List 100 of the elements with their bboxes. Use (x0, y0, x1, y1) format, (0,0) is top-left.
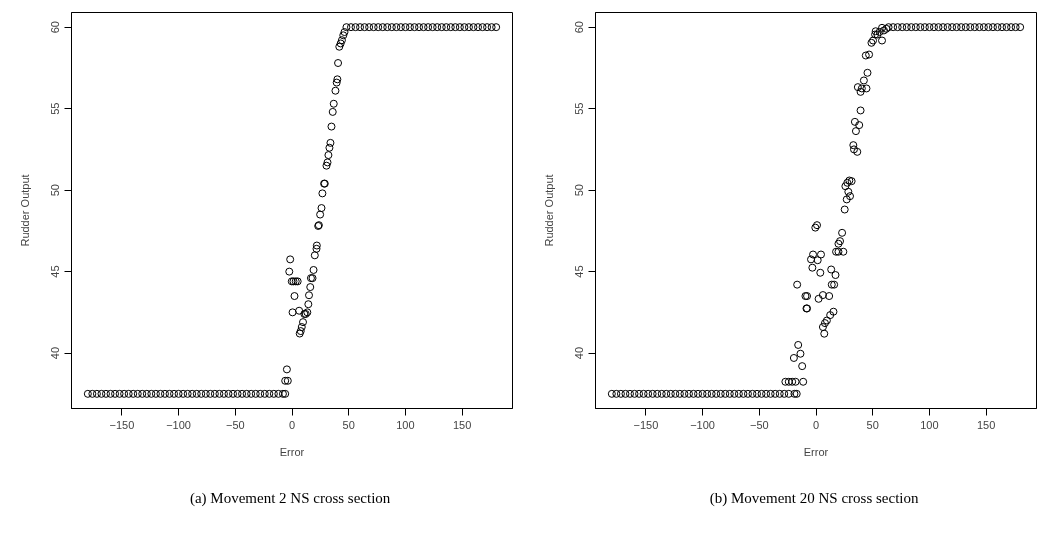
point (115, 389, 124, 398)
point (410, 23, 419, 32)
point (306, 283, 315, 292)
point (282, 365, 291, 374)
point (464, 23, 473, 32)
point (326, 138, 335, 147)
point (383, 23, 392, 32)
point (332, 78, 341, 87)
point (285, 267, 294, 276)
point (396, 23, 405, 32)
x-tick-label: 100 (396, 418, 415, 431)
point (215, 389, 224, 398)
point (297, 323, 306, 332)
point (415, 23, 424, 32)
point (492, 23, 501, 32)
point (303, 308, 312, 317)
x-tick-label: −50 (225, 418, 245, 431)
point (219, 389, 228, 398)
y-axis-title: Rudder Output (18, 174, 31, 247)
point (147, 389, 156, 398)
point (210, 389, 219, 398)
point (174, 389, 183, 398)
x-tick-label: 50 (866, 418, 879, 431)
point (233, 389, 242, 398)
point (374, 23, 383, 32)
x-tick-label: 50 (342, 418, 355, 431)
point (92, 389, 101, 398)
point (392, 23, 401, 32)
point (446, 23, 455, 32)
point (138, 389, 147, 398)
point (322, 161, 331, 170)
point (192, 389, 201, 398)
point (83, 389, 92, 398)
point (337, 36, 346, 45)
x-tick-label: −150 (109, 418, 135, 431)
y-tick-label: 50 (49, 184, 62, 197)
point (442, 23, 451, 32)
x-tick-label: −100 (166, 418, 191, 431)
point (179, 389, 188, 398)
point (251, 389, 260, 398)
text: (a) Movement 2 NS cross section (189, 490, 391, 507)
point (356, 23, 365, 32)
point (455, 23, 464, 32)
point (437, 23, 446, 32)
point (419, 23, 428, 32)
point (327, 122, 336, 131)
point (433, 23, 442, 32)
point (324, 151, 333, 160)
point (274, 389, 283, 398)
point (133, 389, 142, 398)
y-tick-label: 60 (573, 21, 586, 34)
point (256, 389, 265, 398)
point (487, 23, 496, 32)
y-tick-label: 45 (573, 265, 586, 278)
y-tick-label: 55 (573, 102, 586, 115)
x-axis-title: Error (803, 445, 829, 458)
point (269, 389, 278, 398)
point (329, 99, 338, 108)
point (265, 389, 274, 398)
point (129, 389, 138, 398)
point (201, 389, 210, 398)
point (188, 389, 197, 398)
point (428, 23, 437, 32)
point (97, 389, 106, 398)
point (365, 23, 374, 32)
point (405, 23, 414, 32)
point (334, 59, 343, 68)
point (299, 318, 307, 327)
point (165, 389, 174, 398)
point (88, 389, 97, 398)
y-tick-label: 45 (49, 265, 62, 278)
point (312, 244, 321, 253)
point (281, 389, 290, 398)
point (378, 23, 387, 32)
point (478, 23, 487, 32)
y-tick-label: 55 (49, 102, 62, 115)
point (401, 23, 410, 32)
point (483, 23, 492, 32)
x-tick-label: 150 (452, 418, 472, 431)
point (238, 389, 247, 398)
point (474, 23, 483, 32)
point (288, 308, 297, 317)
point (369, 23, 378, 32)
x-tick-label: 0 (812, 418, 820, 431)
point (206, 389, 215, 398)
point (278, 389, 287, 398)
y-tick-label: 40 (49, 346, 62, 360)
point (331, 86, 340, 95)
y-tick-label: 60 (49, 21, 62, 34)
point (260, 389, 269, 398)
point (290, 292, 299, 301)
point (336, 39, 345, 48)
point (160, 389, 169, 398)
x-tick-label: 0 (288, 418, 296, 431)
point (342, 23, 351, 32)
point (335, 42, 344, 51)
point (387, 23, 396, 32)
point (312, 241, 321, 250)
point (242, 389, 251, 398)
point (316, 210, 325, 219)
